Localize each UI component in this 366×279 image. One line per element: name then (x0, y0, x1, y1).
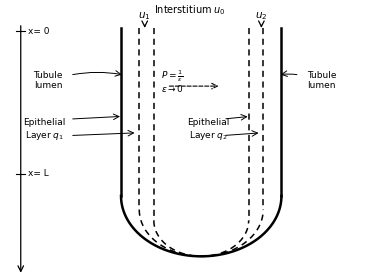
Text: $P = \frac{1}{\varepsilon}$: $P = \frac{1}{\varepsilon}$ (161, 69, 184, 84)
Text: Tubule
lumen: Tubule lumen (307, 71, 336, 90)
Text: Epithelial
Layer $q_2$: Epithelial Layer $q_2$ (187, 118, 230, 142)
Text: $\varepsilon \rightarrow 0$: $\varepsilon \rightarrow 0$ (161, 83, 184, 94)
Text: $u_1$: $u_1$ (138, 10, 151, 21)
Text: x= L: x= L (28, 169, 49, 179)
Text: $u_2$: $u_2$ (255, 10, 268, 21)
Text: Interstitium $u_0$: Interstitium $u_0$ (154, 4, 226, 18)
Text: x= 0: x= 0 (28, 27, 49, 36)
Text: Tubule
lumen: Tubule lumen (33, 71, 63, 90)
Text: Epithelial
Layer $q_1$: Epithelial Layer $q_1$ (23, 118, 66, 142)
